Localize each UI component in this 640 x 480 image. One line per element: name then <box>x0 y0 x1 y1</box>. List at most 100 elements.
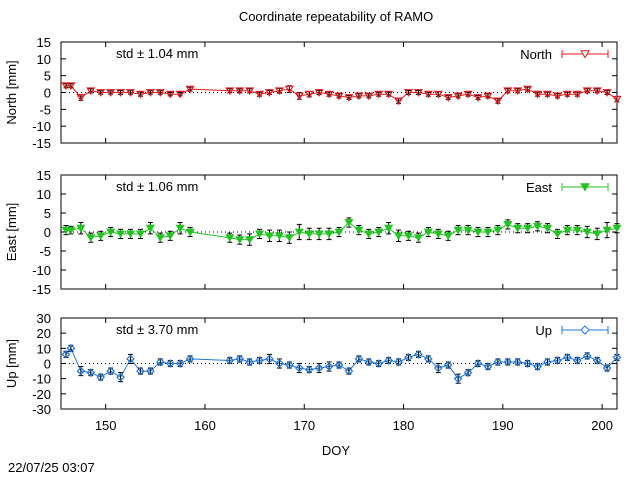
data-point <box>433 90 443 99</box>
data-point <box>235 236 245 244</box>
data-point <box>76 224 86 233</box>
data-point <box>513 87 523 96</box>
data-point <box>453 92 463 101</box>
x-tick-label: 160 <box>194 418 216 433</box>
data-point <box>384 90 394 99</box>
y-tick-label: -5 <box>39 244 51 259</box>
data-point <box>533 90 543 99</box>
data-point <box>165 232 175 241</box>
data-point <box>443 94 453 102</box>
legend-marker <box>580 50 590 59</box>
data-point <box>185 85 195 94</box>
data-point <box>264 232 275 241</box>
data-point <box>612 224 622 233</box>
y-axis-label: Up [mm] <box>4 339 19 388</box>
y-tick-label: -15 <box>32 282 51 297</box>
y-tick-label: 5 <box>44 69 51 84</box>
data-point <box>453 374 463 384</box>
legend-marker <box>580 183 590 192</box>
data-point <box>76 94 86 102</box>
data-point <box>543 357 552 367</box>
data-point <box>285 360 294 370</box>
data-point <box>414 350 423 359</box>
data-point <box>185 228 195 237</box>
data-point <box>66 226 76 235</box>
data-point <box>483 92 493 101</box>
std-annotation: std ± 3.70 mm <box>116 322 198 337</box>
data-point <box>413 89 423 97</box>
data-point <box>394 357 403 367</box>
data-point <box>284 85 294 94</box>
data-point <box>264 89 275 97</box>
data-point <box>473 94 483 102</box>
data-point <box>96 232 106 241</box>
y-tick-label: 20 <box>37 326 51 341</box>
data-point <box>324 90 334 99</box>
y-tick-label: 15 <box>37 35 51 50</box>
data-point <box>582 87 592 96</box>
std-annotation: std ± 1.04 mm <box>116 46 198 61</box>
data-point <box>533 362 542 371</box>
data-point <box>155 357 165 367</box>
chart-title: Coordinate repeatability of RAMO <box>239 9 433 24</box>
generated-timestamp: 22/07/25 03:07 <box>8 460 95 475</box>
y-tick-label: 10 <box>37 341 51 356</box>
data-point <box>513 224 523 233</box>
data-point <box>294 363 304 373</box>
data-point <box>66 82 76 91</box>
data-point <box>274 232 284 241</box>
y-axis-label: North [mm] <box>4 60 19 124</box>
data-point <box>314 89 324 97</box>
data-point <box>324 230 334 239</box>
std-annotation: std ± 1.06 mm <box>116 179 198 194</box>
data-point <box>433 363 443 373</box>
north-panel: 15 10 5 0-5 -10 -15 North [mm] std ± 1.04 mm Nor… <box>4 35 622 151</box>
data-point <box>443 232 453 241</box>
data-point <box>175 359 185 368</box>
legend-label: North <box>520 47 552 62</box>
data-point <box>61 82 71 91</box>
data-point <box>523 224 533 233</box>
data-point <box>374 359 384 368</box>
data-point <box>116 372 125 382</box>
data-point <box>116 89 126 97</box>
data-point <box>542 224 553 233</box>
x-axis-label: DOY <box>322 443 351 458</box>
data-point <box>354 226 364 235</box>
data-point <box>483 228 493 237</box>
data-point <box>344 219 354 227</box>
y-tick-label: 5 <box>44 206 51 221</box>
data-point <box>265 354 274 364</box>
x-tick-label: 200 <box>591 418 613 433</box>
data-point <box>165 90 175 99</box>
data-point <box>125 230 136 239</box>
data-point <box>225 87 235 96</box>
data-point <box>255 90 265 99</box>
data-point <box>563 353 572 362</box>
data-point <box>463 90 473 99</box>
data-point <box>423 228 433 237</box>
data-point <box>125 89 136 97</box>
data-point <box>394 232 404 241</box>
x-tick-label: 180 <box>393 418 415 433</box>
data-point <box>334 360 344 370</box>
data-point <box>145 89 155 97</box>
y-tick-label: -10 <box>32 119 51 134</box>
data-point <box>146 366 155 376</box>
y-tick-label: 0 <box>44 225 51 240</box>
y-tick-label: 15 <box>37 168 51 183</box>
legend-label: Up <box>535 323 552 338</box>
x-tick-label: 170 <box>293 418 315 433</box>
y-tick-label: 0 <box>44 86 51 101</box>
data-point <box>135 90 145 99</box>
data-point <box>235 87 245 96</box>
data-point <box>602 89 612 97</box>
data-point <box>255 230 265 239</box>
data-point <box>493 226 503 235</box>
data-point <box>106 228 116 237</box>
data-point <box>86 87 96 96</box>
data-point <box>61 350 71 359</box>
legend-label: East <box>526 180 552 195</box>
data-point <box>453 226 463 235</box>
